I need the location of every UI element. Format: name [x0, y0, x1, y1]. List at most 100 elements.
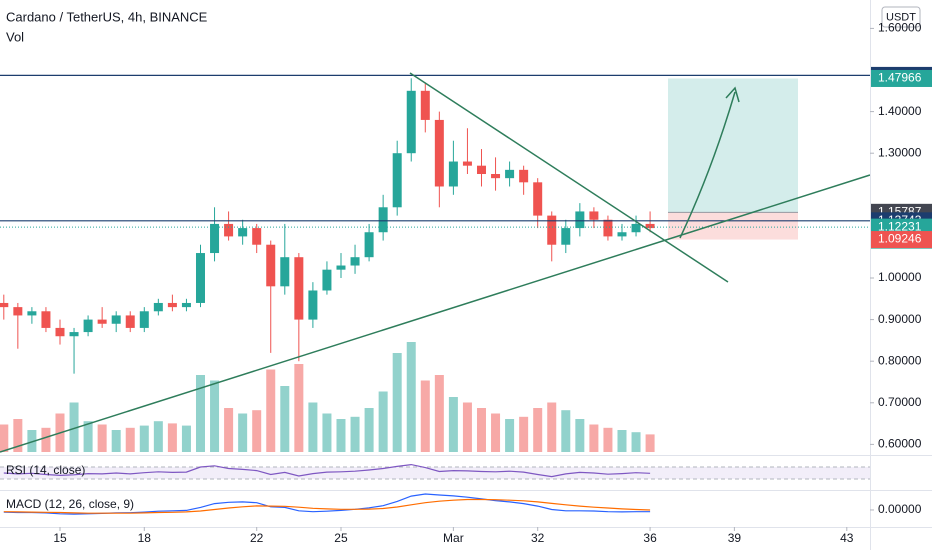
volume-bar	[420, 380, 430, 452]
candle-body	[195, 253, 205, 303]
candle-body	[224, 223, 234, 237]
volume-bar	[97, 424, 107, 452]
chart-title: Cardano / TetherUS, 4h, BINANCE	[6, 9, 208, 24]
rsi-line	[3, 463, 651, 478]
volume-bar	[505, 419, 515, 452]
candle-body	[266, 244, 276, 287]
candle-body	[631, 223, 641, 233]
candle-body	[41, 311, 51, 328]
rsi-title: RSI (14, close)	[6, 463, 85, 477]
volume-bar	[336, 419, 346, 452]
volume-bar	[238, 413, 248, 452]
volume-bar	[392, 353, 402, 452]
price-label: 1.09246	[878, 232, 922, 246]
candle-body	[181, 302, 191, 308]
price-label: 1.47966	[878, 71, 922, 85]
candle-body	[167, 302, 177, 308]
x-tick-label: Mar	[443, 531, 464, 545]
candle-body	[350, 257, 360, 266]
x-tick-label: 18	[138, 531, 152, 545]
volume-bar	[195, 375, 205, 452]
volume-bar	[167, 423, 177, 452]
volume-bar	[519, 416, 529, 452]
candle-body	[519, 169, 529, 183]
volume-bar	[589, 424, 599, 452]
x-tick-label: 22	[250, 531, 264, 545]
candle-body	[420, 90, 430, 120]
candle-body	[364, 232, 374, 258]
volume-bar	[83, 421, 93, 452]
volume-bar	[462, 402, 472, 452]
candle-body	[97, 319, 107, 324]
x-tick-label: 43	[840, 531, 854, 545]
volume-bar	[13, 419, 23, 452]
candle-body	[139, 311, 149, 328]
candle-body	[547, 215, 557, 245]
volume-bar	[27, 430, 37, 452]
volume-bar	[153, 421, 163, 452]
volume-bar	[308, 402, 318, 452]
volume-label: Vol	[6, 29, 24, 44]
volume-bar	[350, 416, 360, 452]
volume-bar	[111, 430, 121, 452]
y-tick-label: 0.60000	[878, 437, 922, 451]
volume-bar	[631, 432, 641, 452]
candle-body	[336, 265, 346, 270]
price-label-box	[871, 69, 932, 87]
candle-body	[83, 319, 93, 333]
volume-bar	[547, 402, 557, 452]
candle-body	[210, 223, 220, 254]
volume-bar	[476, 408, 486, 452]
candle-body	[476, 165, 486, 175]
volume-bar	[575, 419, 585, 452]
currency-button[interactable]	[881, 6, 921, 28]
y-tick-label: 1.40000	[878, 104, 922, 118]
y-tick-label: 0.70000	[878, 395, 922, 409]
candle-body	[0, 302, 9, 308]
x-tick-label: 15	[53, 531, 67, 545]
macd-title: MACD (12, 26, close, 9)	[6, 497, 134, 511]
volume-bar	[181, 425, 191, 452]
macd-line	[3, 498, 651, 514]
volume-bar	[322, 413, 332, 452]
candle-body	[603, 219, 613, 237]
candle-body	[448, 161, 458, 187]
volume-bar	[280, 386, 290, 452]
candle-body	[238, 228, 248, 237]
volume-bar	[533, 408, 543, 452]
candle-body	[308, 290, 318, 320]
volume-bar	[561, 410, 571, 452]
candle-body	[505, 169, 515, 179]
volume-bar	[69, 402, 79, 452]
volume-bar	[210, 380, 220, 452]
y-tick-label: 0.80000	[878, 353, 922, 367]
volume-bar	[491, 413, 501, 452]
volume-bar	[0, 424, 9, 452]
candle-body	[69, 332, 79, 337]
y-tick-label: 1.60000	[878, 21, 922, 35]
candle-body	[617, 232, 627, 237]
volume-bar	[378, 391, 388, 452]
candle-body	[462, 161, 472, 166]
trend-line	[409, 72, 729, 283]
volume-bar	[266, 369, 276, 452]
candle-body	[153, 302, 163, 312]
volume-bar	[645, 434, 655, 452]
candle-body	[252, 228, 262, 245]
volume-bar	[139, 425, 149, 452]
volume-bar	[125, 427, 135, 452]
volume-bar	[224, 408, 234, 452]
x-tick-label: 39	[728, 531, 742, 545]
volume-bar	[41, 427, 51, 452]
currency-label[interactable]: USDT	[886, 11, 916, 23]
volume-bar	[617, 430, 627, 452]
candle-body	[589, 211, 599, 220]
volume-bar	[448, 397, 458, 452]
volume-bar	[434, 375, 444, 452]
volume-bar	[294, 364, 304, 452]
rsi-band	[0, 467, 870, 479]
y-tick-label: 0.90000	[878, 312, 922, 326]
candle-body	[378, 207, 388, 233]
